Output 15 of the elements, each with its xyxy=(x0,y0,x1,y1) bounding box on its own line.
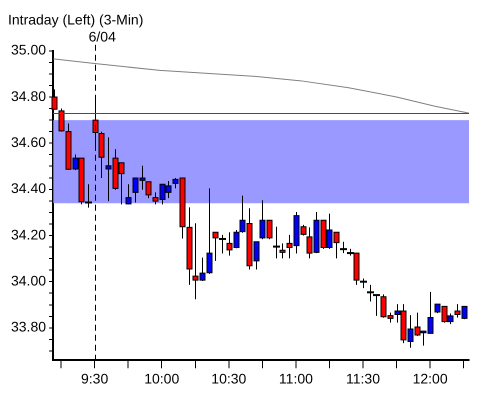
x-tick-label: 12:00 xyxy=(412,370,448,386)
text: 6/04 xyxy=(88,28,116,45)
y-tick-label: 35.00 xyxy=(10,42,46,58)
x-tick-label: 10:30 xyxy=(211,370,247,386)
x-tick-label: 11:00 xyxy=(278,370,314,386)
y-tick-label: 34.00 xyxy=(10,272,46,289)
chart-title: Intraday (Left) (3-Min) xyxy=(8,11,144,28)
y-tick-label: 34.40 xyxy=(10,180,46,196)
y-tick-label: 33.80 xyxy=(10,318,46,335)
y-tick-label: 34.80 xyxy=(10,88,46,104)
y-tick-label: 34.20 xyxy=(10,226,46,242)
x-tick-label: 10:00 xyxy=(144,370,180,386)
y-tick-label: 34.60 xyxy=(10,134,46,150)
x-tick-label: 9:30 xyxy=(81,370,108,386)
x-tick-label: 11:30 xyxy=(346,370,380,386)
